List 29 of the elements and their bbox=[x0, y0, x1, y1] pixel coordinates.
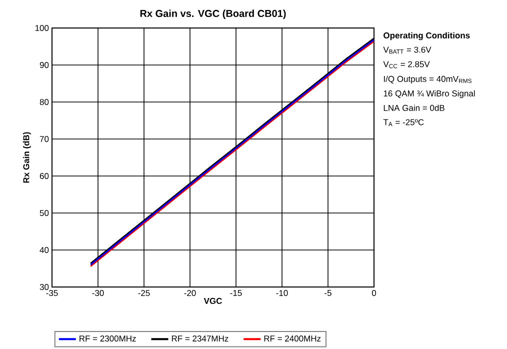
text: I/Q Outputs = 40mV$_{RMS}$ bbox=[384, 76, 472, 84]
y-tick-label: 100 bbox=[35, 24, 49, 32]
text: V$_{BATT}$ = 3.6V bbox=[383, 46, 432, 54]
x-tick-label: -25 bbox=[138, 290, 150, 296]
legend-label: RF = 2300MHz bbox=[80, 336, 136, 342]
y-tick-label: 30 bbox=[40, 284, 49, 290]
x-tick-label: -20 bbox=[184, 290, 196, 296]
y-tick-label: 50 bbox=[40, 210, 49, 216]
x-tick-label: -30 bbox=[92, 290, 104, 296]
text: LNA Gain = 0dB bbox=[384, 104, 444, 111]
x-tick-label: -15 bbox=[230, 290, 242, 296]
legend-label: RF = 2347MHz bbox=[172, 336, 228, 342]
legend-label: RF = 2400MHz bbox=[264, 336, 321, 342]
y-tick-label: 80 bbox=[40, 98, 49, 106]
x-axis-title: VGC bbox=[204, 298, 222, 304]
y-tick-label: 90 bbox=[40, 62, 49, 68]
y-tick-label: 70 bbox=[40, 136, 49, 142]
text: V$_{CC}$ = 2.85V bbox=[383, 61, 430, 68]
x-tick-label: -35 bbox=[46, 290, 58, 296]
x-tick-label: -10 bbox=[276, 290, 288, 296]
text: 16 QAM ¾ WiBro Signal bbox=[384, 90, 475, 98]
text: T$_{A}$ = -25ºC bbox=[383, 119, 424, 126]
y-tick-label: 60 bbox=[40, 172, 49, 180]
chart-title: Rx Gain vs. VGC (Board CB01) bbox=[140, 10, 286, 19]
x-tick-label: -5 bbox=[324, 290, 332, 296]
y-axis-title: Rx Gain (dB) bbox=[23, 132, 31, 183]
y-tick-label: 40 bbox=[40, 246, 49, 254]
text: Operating Conditions bbox=[384, 32, 470, 40]
x-tick-label: 0 bbox=[372, 290, 376, 296]
